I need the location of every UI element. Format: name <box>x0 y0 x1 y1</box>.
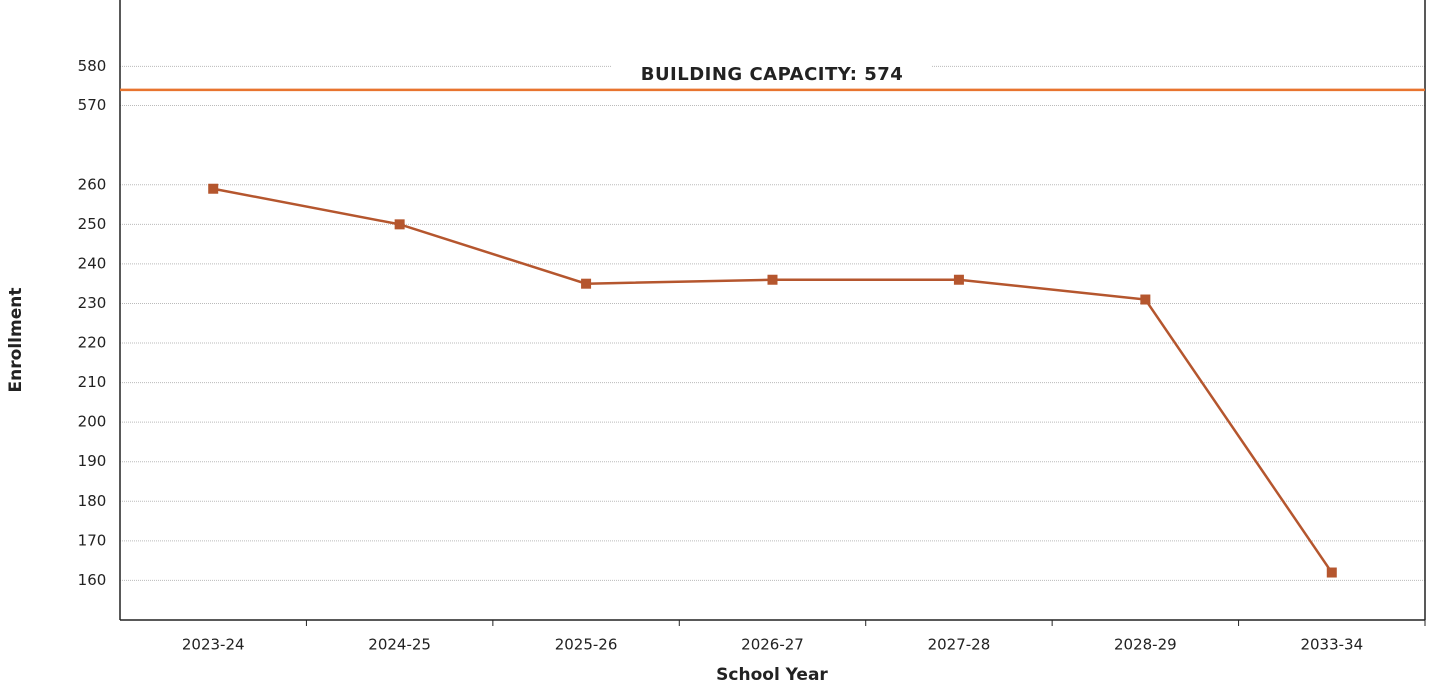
y-tick-label: 220 <box>78 334 107 352</box>
point-marker <box>581 278 592 289</box>
y-tick-label: 230 <box>78 294 107 312</box>
x-tick-label: 2027-28 <box>928 636 991 654</box>
y-tick-label: 570 <box>78 96 107 114</box>
point-marker <box>1326 567 1337 578</box>
y-tick-label: 200 <box>78 413 107 431</box>
y-tick-label: 160 <box>78 571 107 589</box>
x-axis-label: School Year <box>716 665 828 685</box>
y-tick-label: 210 <box>78 373 107 391</box>
x-tick-label: 2026-27 <box>741 636 804 654</box>
capacity-label: BUILDING CAPACITY: 574 <box>641 64 904 85</box>
point-marker <box>953 274 964 285</box>
y-tick-label: 240 <box>78 254 107 272</box>
y-tick-label: 260 <box>78 175 107 193</box>
y-tick-label: 170 <box>78 531 107 549</box>
y-axis-label: Enrollment <box>6 288 26 393</box>
point-marker <box>394 219 405 230</box>
x-tick-label: 2023-24 <box>182 636 245 654</box>
y-tick-label: 180 <box>78 492 107 510</box>
x-tick-label: 2024-25 <box>368 636 431 654</box>
x-tick-label: 2025-26 <box>555 636 618 654</box>
point-marker <box>767 274 778 285</box>
x-tick-label: 2033-34 <box>1300 636 1363 654</box>
point-marker <box>1140 294 1151 305</box>
y-tick-label: 580 <box>78 57 107 75</box>
series-line <box>212 187 1333 574</box>
y-tick-label: 250 <box>78 215 107 233</box>
capacity-label-bg <box>612 63 932 86</box>
y-tick-label: 190 <box>78 452 107 470</box>
x-tick-label: 2028-29 <box>1114 636 1177 654</box>
point-marker <box>208 183 219 194</box>
